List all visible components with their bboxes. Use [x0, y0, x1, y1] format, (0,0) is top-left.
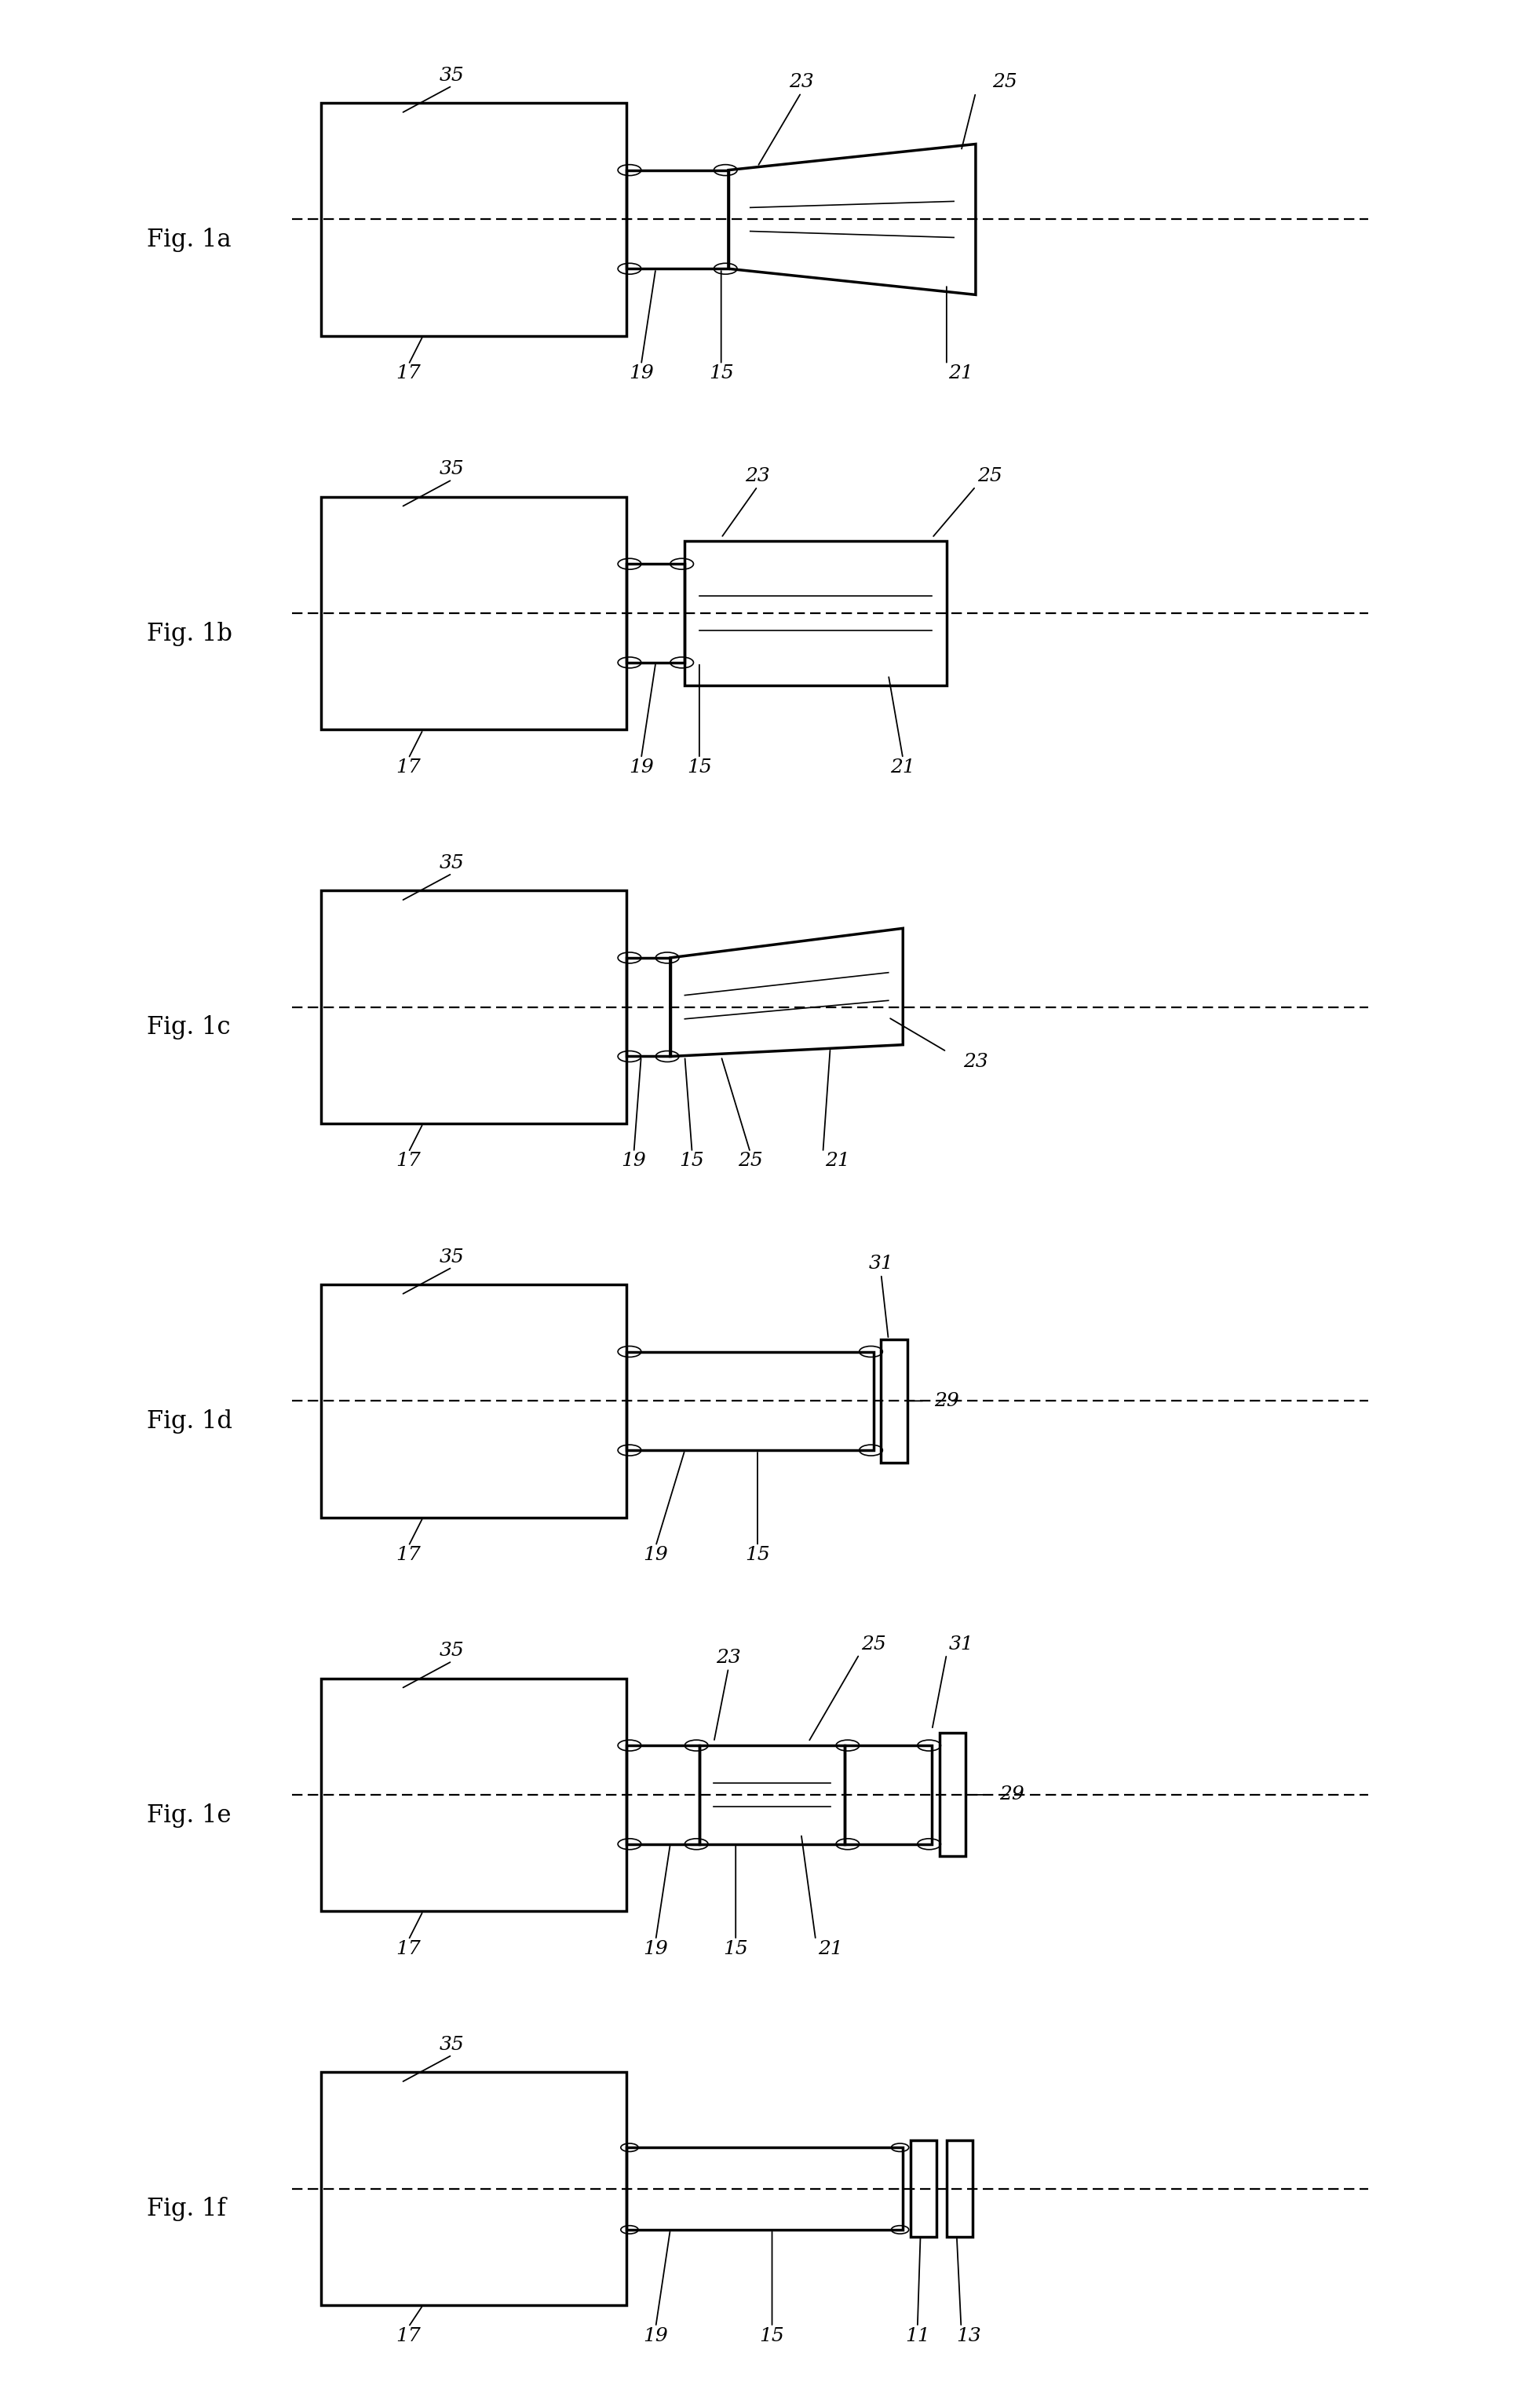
Text: 25: 25	[862, 1635, 886, 1654]
Text: Fig. 1c: Fig. 1c	[147, 1016, 230, 1040]
Bar	[321, 496, 627, 730]
Bar	[627, 563, 685, 662]
Text: 13: 13	[956, 2326, 980, 2345]
Text: 23: 23	[964, 1052, 988, 1072]
Text: 21: 21	[891, 759, 915, 775]
Bar	[321, 104, 627, 335]
Text: 35: 35	[439, 1247, 465, 1267]
Text: 35: 35	[439, 1642, 465, 1659]
Text: 29: 29	[935, 1392, 959, 1411]
Text: 23: 23	[745, 467, 770, 486]
Text: 19: 19	[629, 759, 653, 775]
Text: 17: 17	[395, 1151, 421, 1170]
Text: 21: 21	[826, 1151, 850, 1170]
Text: Fig. 1e: Fig. 1e	[147, 1804, 230, 1828]
Text: 25: 25	[977, 467, 1003, 486]
Text: 31: 31	[868, 1255, 894, 1274]
Text: 15: 15	[680, 1151, 704, 1170]
Text: 17: 17	[395, 1941, 421, 1958]
Text: 17: 17	[395, 2326, 421, 2345]
Text: 15: 15	[686, 759, 712, 775]
Bar	[321, 891, 627, 1125]
Text: 17: 17	[395, 759, 421, 775]
Text: 15: 15	[745, 1546, 770, 1565]
Bar	[939, 1734, 965, 1857]
Text: 19: 19	[644, 2326, 668, 2345]
Text: Fig. 1a: Fig. 1a	[147, 229, 232, 253]
Text: Fig. 1f: Fig. 1f	[147, 2196, 226, 2220]
Text: Fig. 1d: Fig. 1d	[147, 1409, 232, 1433]
Text: 17: 17	[395, 1546, 421, 1565]
Bar	[321, 1678, 627, 1912]
Text: 23: 23	[789, 72, 814, 92]
Text: 19: 19	[629, 364, 653, 383]
Text: 15: 15	[723, 1941, 748, 1958]
Text: 29: 29	[1000, 1787, 1024, 1804]
Text: 19: 19	[621, 1151, 647, 1170]
Bar	[627, 1351, 874, 1450]
Text: 19: 19	[644, 1546, 668, 1565]
Bar	[627, 958, 670, 1057]
Bar	[321, 1283, 627, 1517]
Bar	[627, 1746, 700, 1845]
Bar	[321, 2073, 627, 2304]
Text: 35: 35	[439, 460, 465, 479]
Text: 23: 23	[717, 1649, 741, 1666]
Text: 15: 15	[709, 364, 733, 383]
Bar	[685, 542, 947, 686]
Text: 35: 35	[439, 855, 465, 872]
Text: 35: 35	[439, 67, 465, 84]
Bar	[947, 2141, 973, 2237]
Text: 11: 11	[904, 2326, 930, 2345]
Text: 21: 21	[948, 364, 974, 383]
Text: 31: 31	[948, 1635, 974, 1654]
Bar	[845, 1746, 932, 1845]
Bar	[627, 171, 729, 270]
Text: 21: 21	[818, 1941, 842, 1958]
Text: 25: 25	[738, 1151, 762, 1170]
Bar	[911, 2141, 936, 2237]
Text: 17: 17	[395, 364, 421, 383]
Text: 15: 15	[759, 2326, 785, 2345]
Bar	[700, 1746, 845, 1845]
Bar	[627, 2148, 903, 2230]
Bar	[882, 1339, 907, 1462]
Text: 25: 25	[992, 72, 1017, 92]
Text: Fig. 1b: Fig. 1b	[147, 621, 232, 645]
Text: 35: 35	[439, 2035, 465, 2054]
Text: 19: 19	[644, 1941, 668, 1958]
